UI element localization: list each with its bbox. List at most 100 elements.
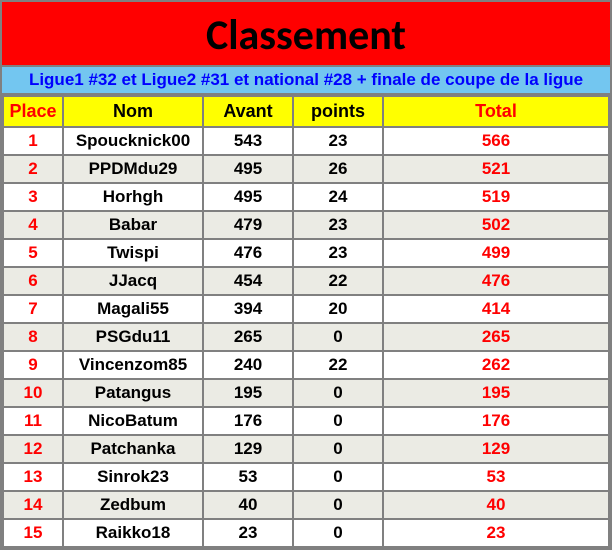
cell-place: 12	[3, 435, 63, 463]
cell-avant: 394	[203, 295, 293, 323]
cell-nom: PSGdu11	[63, 323, 203, 351]
cell-points: 23	[293, 127, 383, 155]
cell-nom: JJacq	[63, 267, 203, 295]
cell-total: 40	[383, 491, 609, 519]
cell-points: 0	[293, 435, 383, 463]
cell-place: 7	[3, 295, 63, 323]
cell-nom: Vincenzom85	[63, 351, 203, 379]
cell-place: 14	[3, 491, 63, 519]
cell-points: 0	[293, 407, 383, 435]
col-header-avant: Avant	[203, 96, 293, 127]
cell-total: 499	[383, 239, 609, 267]
cell-place: 11	[3, 407, 63, 435]
cell-points: 0	[293, 463, 383, 491]
table-row: 14Zedbum40040	[3, 491, 609, 519]
cell-points: 0	[293, 491, 383, 519]
cell-nom: Zedbum	[63, 491, 203, 519]
cell-nom: Horhgh	[63, 183, 203, 211]
cell-total: 129	[383, 435, 609, 463]
cell-avant: 40	[203, 491, 293, 519]
cell-points: 24	[293, 183, 383, 211]
table-row: 9Vincenzom8524022262	[3, 351, 609, 379]
cell-total: 262	[383, 351, 609, 379]
cell-nom: Spoucknick00	[63, 127, 203, 155]
cell-avant: 476	[203, 239, 293, 267]
table-row: 5Twispi47623499	[3, 239, 609, 267]
table-row: 11NicoBatum1760176	[3, 407, 609, 435]
cell-points: 20	[293, 295, 383, 323]
cell-avant: 23	[203, 519, 293, 547]
cell-place: 15	[3, 519, 63, 547]
table-body: 1Spoucknick00543235662PPDMdu29495265213H…	[3, 127, 609, 547]
cell-avant: 495	[203, 155, 293, 183]
cell-avant: 240	[203, 351, 293, 379]
cell-place: 2	[3, 155, 63, 183]
cell-total: 476	[383, 267, 609, 295]
cell-total: 502	[383, 211, 609, 239]
cell-avant: 495	[203, 183, 293, 211]
cell-avant: 176	[203, 407, 293, 435]
cell-avant: 129	[203, 435, 293, 463]
table-row: 3Horhgh49524519	[3, 183, 609, 211]
cell-nom: Patchanka	[63, 435, 203, 463]
cell-points: 0	[293, 519, 383, 547]
table-row: 10Patangus1950195	[3, 379, 609, 407]
title-bar: Classement	[2, 2, 610, 67]
cell-points: 22	[293, 267, 383, 295]
subtitle-text: Ligue1 #32 et Ligue2 #31 et national #28…	[29, 70, 583, 89]
cell-nom: Magali55	[63, 295, 203, 323]
cell-points: 22	[293, 351, 383, 379]
cell-place: 3	[3, 183, 63, 211]
cell-total: 521	[383, 155, 609, 183]
cell-total: 519	[383, 183, 609, 211]
cell-total: 23	[383, 519, 609, 547]
header-row: Place Nom Avant points Total	[3, 96, 609, 127]
table-row: 1Spoucknick0054323566	[3, 127, 609, 155]
table-row: 2PPDMdu2949526521	[3, 155, 609, 183]
col-header-place: Place	[3, 96, 63, 127]
cell-total: 195	[383, 379, 609, 407]
ranking-container: Classement Ligue1 #32 et Ligue2 #31 et n…	[0, 0, 612, 550]
table-row: 4Babar47923502	[3, 211, 609, 239]
cell-place: 5	[3, 239, 63, 267]
table-row: 6JJacq45422476	[3, 267, 609, 295]
col-header-points: points	[293, 96, 383, 127]
cell-nom: Sinrok23	[63, 463, 203, 491]
cell-points: 0	[293, 323, 383, 351]
table-row: 13Sinrok2353053	[3, 463, 609, 491]
cell-avant: 265	[203, 323, 293, 351]
cell-nom: Raikko18	[63, 519, 203, 547]
cell-place: 10	[3, 379, 63, 407]
col-header-nom: Nom	[63, 96, 203, 127]
cell-avant: 454	[203, 267, 293, 295]
cell-avant: 195	[203, 379, 293, 407]
cell-total: 414	[383, 295, 609, 323]
cell-place: 1	[3, 127, 63, 155]
cell-nom: PPDMdu29	[63, 155, 203, 183]
cell-place: 8	[3, 323, 63, 351]
table-row: 7Magali5539420414	[3, 295, 609, 323]
cell-avant: 479	[203, 211, 293, 239]
cell-points: 23	[293, 211, 383, 239]
table-row: 15Raikko1823023	[3, 519, 609, 547]
cell-place: 9	[3, 351, 63, 379]
cell-place: 6	[3, 267, 63, 295]
cell-nom: Babar	[63, 211, 203, 239]
cell-nom: Patangus	[63, 379, 203, 407]
cell-avant: 53	[203, 463, 293, 491]
cell-nom: Twispi	[63, 239, 203, 267]
cell-total: 265	[383, 323, 609, 351]
ranking-table: Place Nom Avant points Total 1Spoucknick…	[2, 95, 610, 548]
cell-place: 4	[3, 211, 63, 239]
cell-total: 176	[383, 407, 609, 435]
cell-total: 53	[383, 463, 609, 491]
cell-points: 26	[293, 155, 383, 183]
table-row: 12Patchanka1290129	[3, 435, 609, 463]
col-header-total: Total	[383, 96, 609, 127]
cell-total: 566	[383, 127, 609, 155]
cell-nom: NicoBatum	[63, 407, 203, 435]
page-title: Classement	[206, 10, 406, 61]
subtitle-bar: Ligue1 #32 et Ligue2 #31 et national #28…	[2, 67, 610, 95]
cell-points: 0	[293, 379, 383, 407]
cell-points: 23	[293, 239, 383, 267]
